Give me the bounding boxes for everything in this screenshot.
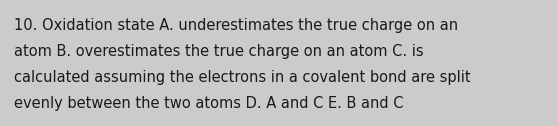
Text: atom B. overestimates the true charge on an atom C. is: atom B. overestimates the true charge on… bbox=[14, 44, 424, 59]
Text: evenly between the two atoms D. A and C E. B and C: evenly between the two atoms D. A and C … bbox=[14, 96, 403, 111]
Text: calculated assuming the electrons in a covalent bond are split: calculated assuming the electrons in a c… bbox=[14, 70, 470, 85]
Text: 10. Oxidation state A. underestimates the true charge on an: 10. Oxidation state A. underestimates th… bbox=[14, 18, 458, 33]
